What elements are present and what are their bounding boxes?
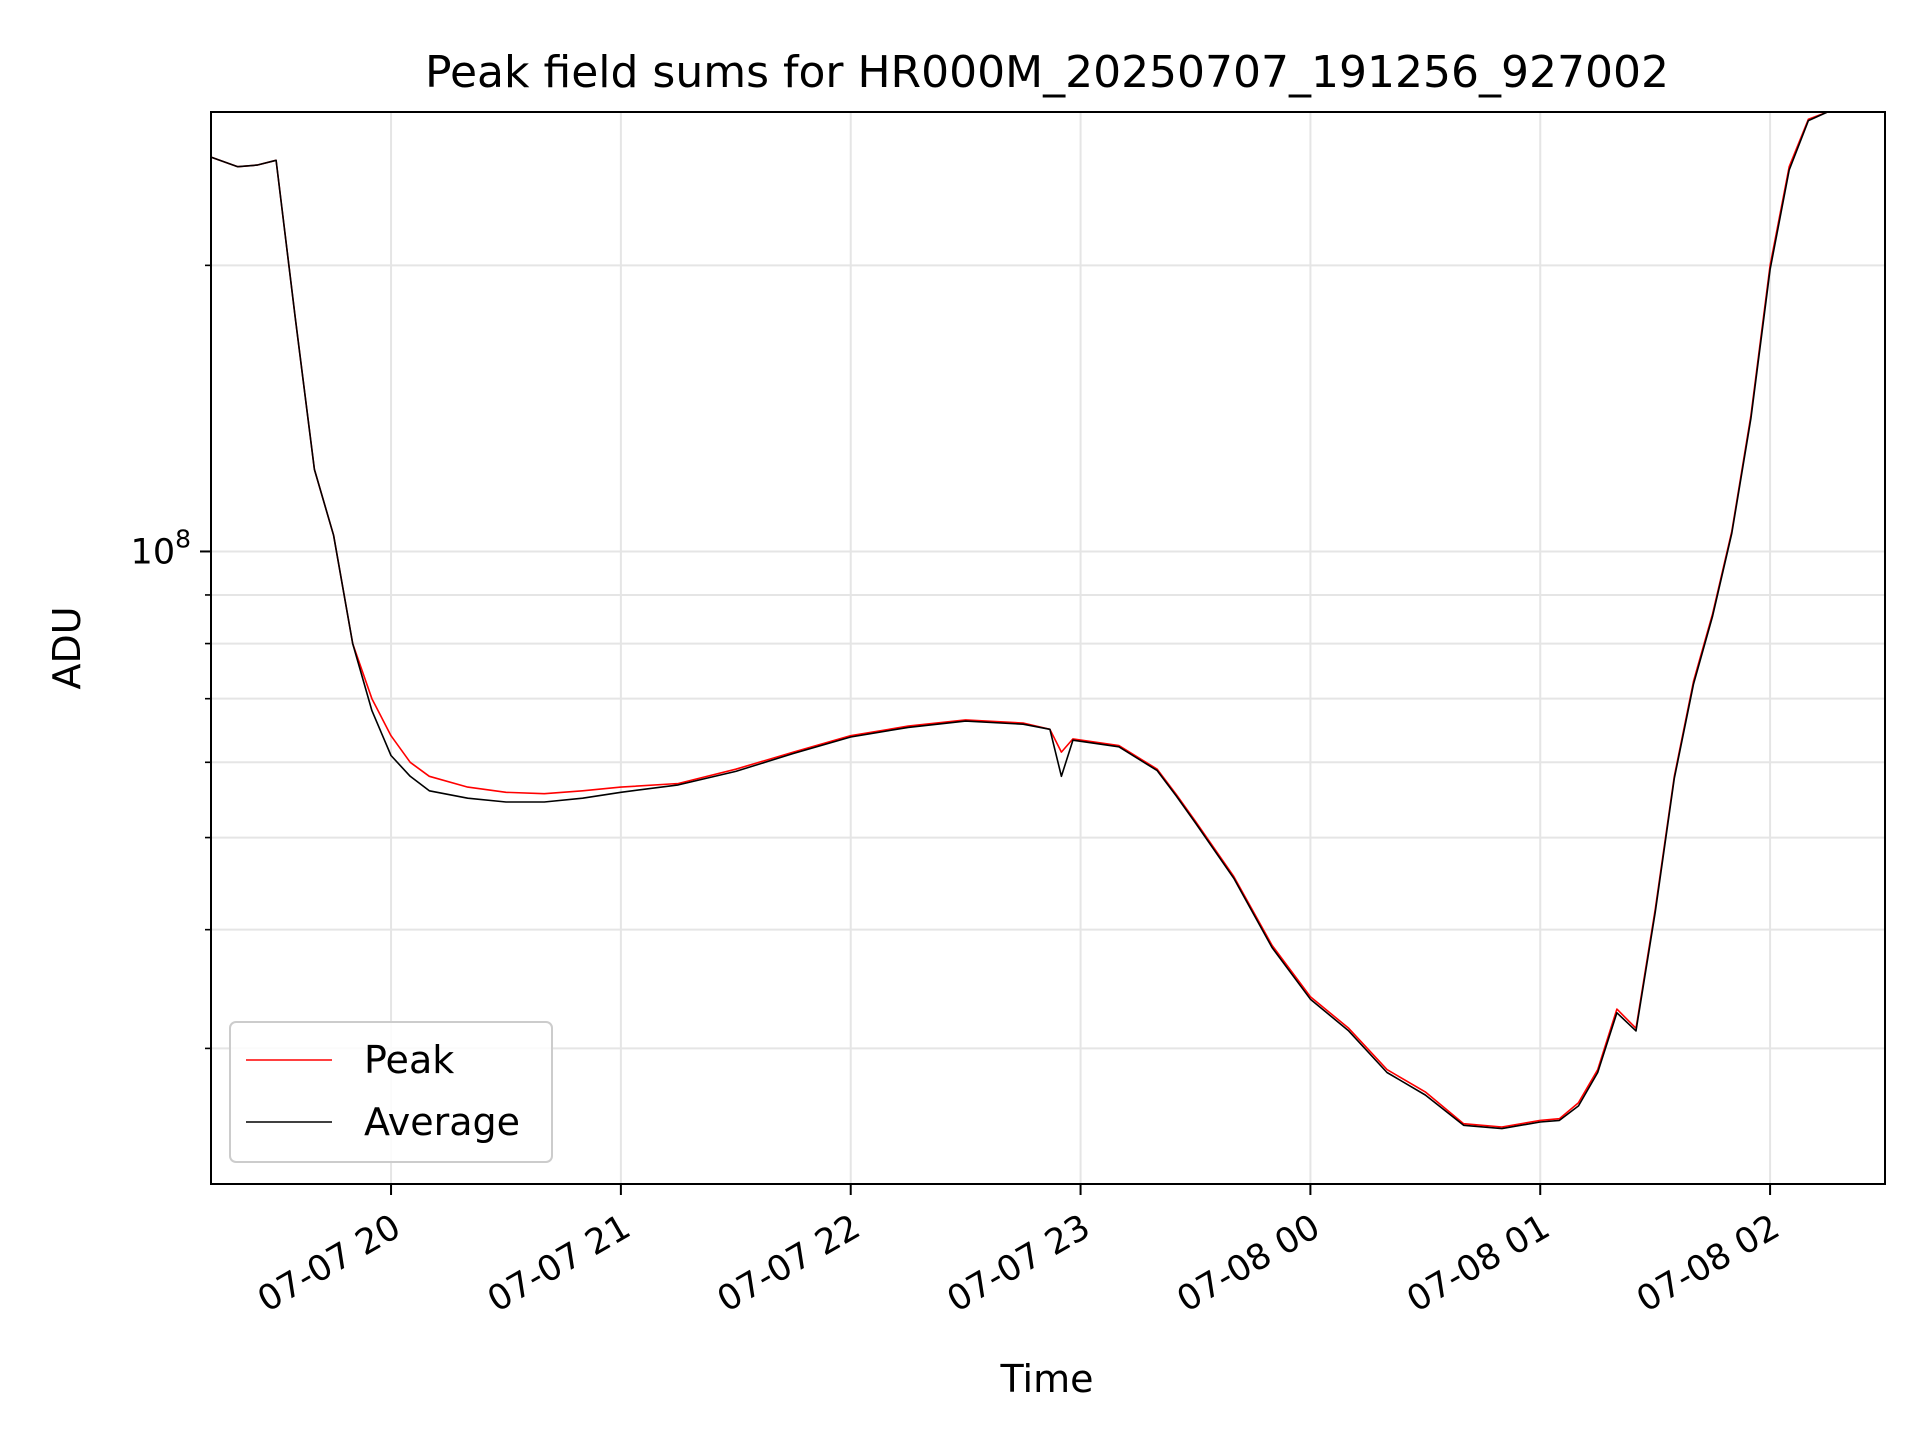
x-axis-label: Time bbox=[1000, 1357, 1094, 1401]
y-tick-label: 108 bbox=[131, 524, 191, 572]
legend-box bbox=[229, 1021, 553, 1163]
y-axis-label: ADU bbox=[45, 606, 89, 689]
plot-frame bbox=[210, 111, 1886, 1185]
series-group bbox=[210, 111, 1847, 1130]
series-line-average bbox=[210, 111, 1847, 1130]
chart-title: Peak field sums for HR000M_20250707_1912… bbox=[425, 47, 1669, 98]
legend-label-average: Average bbox=[364, 1100, 520, 1144]
y-axis: 108 bbox=[131, 264, 211, 1050]
legend: Peak Average bbox=[229, 1021, 553, 1163]
legend-label-peak: Peak bbox=[364, 1038, 454, 1082]
